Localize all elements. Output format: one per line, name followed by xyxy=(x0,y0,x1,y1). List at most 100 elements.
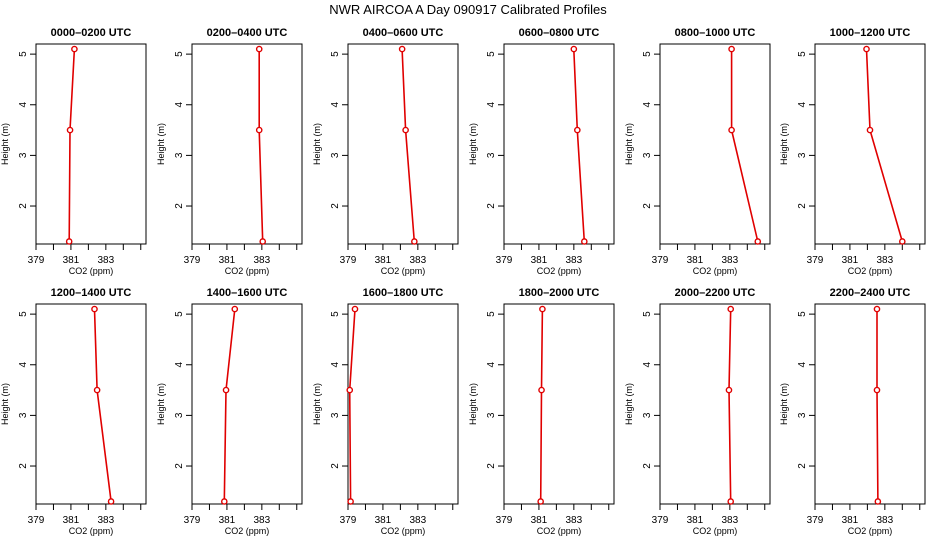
y-tick-label: 3 xyxy=(797,152,808,158)
x-tick-label: 383 xyxy=(253,515,270,526)
y-tick-label: 5 xyxy=(174,311,185,317)
y-tick-label: 5 xyxy=(486,51,497,57)
data-point xyxy=(727,305,735,313)
plot-frame xyxy=(35,43,147,245)
y-tick-label: 3 xyxy=(330,152,341,158)
figure-title: NWR AIRCOA A Day 090917 Calibrated Profi… xyxy=(329,2,607,17)
plot-frame xyxy=(35,303,147,505)
plot-frame xyxy=(191,43,303,245)
x-tick-label: 381 xyxy=(375,255,392,266)
data-point xyxy=(537,498,544,505)
series-line xyxy=(539,309,544,502)
x-tick-label: 379 xyxy=(28,255,45,266)
y-tick-label: 4 xyxy=(174,102,185,108)
x-axis-label: CO2 (ppm) xyxy=(381,266,426,276)
y-axis-label: Height (m) xyxy=(156,123,166,165)
x-tick-label: 383 xyxy=(565,255,582,266)
y-tick-label: 4 xyxy=(174,362,185,368)
x-tick-label: 383 xyxy=(97,255,114,266)
x-tick-label: 383 xyxy=(721,515,738,526)
plot-frame xyxy=(503,303,615,505)
y-tick-label: 2 xyxy=(330,463,341,469)
y-tick-label: 5 xyxy=(330,311,341,317)
y-axis-label: Height (m) xyxy=(468,383,478,425)
x-axis-label: CO2 (ppm) xyxy=(848,266,893,276)
panel-title: 0400–0600 UTC xyxy=(363,27,444,39)
x-tick-label: 379 xyxy=(652,515,669,526)
y-tick-label: 5 xyxy=(18,311,29,317)
y-axis-label: Height (m) xyxy=(156,383,166,425)
data-point xyxy=(402,126,409,134)
panel-title: 1800–2000 UTC xyxy=(519,287,600,299)
y-axis-label: Height (m) xyxy=(0,383,10,425)
data-point xyxy=(93,386,101,394)
y-tick-label: 3 xyxy=(642,152,653,158)
y-tick-label: 2 xyxy=(642,203,653,209)
y-tick-label: 2 xyxy=(486,203,497,209)
data-point xyxy=(754,238,762,245)
data-point xyxy=(574,126,581,134)
y-tick-label: 4 xyxy=(330,362,341,368)
x-tick-label: 379 xyxy=(807,515,824,526)
plot-frame xyxy=(191,303,303,505)
x-axis-label: CO2 (ppm) xyxy=(225,526,270,536)
y-tick-label: 4 xyxy=(642,362,653,368)
series-line xyxy=(401,49,416,242)
y-tick-label: 2 xyxy=(18,203,29,209)
data-point xyxy=(255,45,263,53)
y-tick-label: 3 xyxy=(330,412,341,418)
series-line xyxy=(865,49,904,242)
y-tick-label: 5 xyxy=(18,51,29,57)
plot-frame xyxy=(814,303,926,505)
data-point xyxy=(66,126,74,134)
x-axis-label: CO2 (ppm) xyxy=(693,526,738,536)
y-axis-label: Height (m) xyxy=(779,123,789,165)
panel-title: 1600–1800 UTC xyxy=(363,287,444,299)
data-point xyxy=(221,498,228,505)
x-tick-label: 381 xyxy=(842,515,859,526)
data-point xyxy=(570,45,578,53)
series-line xyxy=(258,49,264,242)
x-tick-label: 379 xyxy=(340,255,357,266)
x-tick-label: 381 xyxy=(219,515,236,526)
plot-frame xyxy=(659,303,771,505)
x-tick-label: 383 xyxy=(876,515,893,526)
data-point xyxy=(91,305,98,313)
data-point xyxy=(107,498,115,505)
data-point xyxy=(259,238,267,245)
series-line xyxy=(348,309,356,502)
plot-frame xyxy=(659,43,771,245)
x-tick-label: 383 xyxy=(97,515,114,526)
y-tick-label: 3 xyxy=(174,152,185,158)
x-tick-label: 379 xyxy=(496,515,513,526)
x-tick-label: 383 xyxy=(565,515,582,526)
data-point xyxy=(874,498,882,505)
panel: 1400–1600 UTC 379 381 383 2 3 4 5 CO2 (ppm) Heigh… xyxy=(156,287,303,536)
x-tick-label: 381 xyxy=(531,515,548,526)
x-tick-label: 381 xyxy=(375,515,392,526)
y-tick-label: 5 xyxy=(642,51,653,57)
panel: 2000–2200 UTC 379 381 383 2 3 4 5 CO2 (ppm) Heigh… xyxy=(624,287,771,536)
x-tick-label: 381 xyxy=(531,255,548,266)
panel: 1800–2000 UTC 379 381 383 2 3 4 5 CO2 (ppm) Heigh… xyxy=(468,287,615,536)
panel: 0800–1000 UTC 379 381 383 2 3 4 5 CO2 (ppm) Heigh… xyxy=(624,27,771,276)
y-tick-label: 4 xyxy=(797,102,808,108)
y-axis-label: Height (m) xyxy=(779,383,789,425)
series-line xyxy=(573,49,586,242)
y-axis-label: Height (m) xyxy=(624,123,634,165)
data-point xyxy=(539,305,546,313)
x-tick-label: 381 xyxy=(63,255,80,266)
panel-title: 1400–1600 UTC xyxy=(207,287,288,299)
series-line xyxy=(223,309,236,502)
y-tick-label: 3 xyxy=(18,412,29,418)
series-line xyxy=(68,49,76,242)
y-tick-label: 4 xyxy=(642,102,653,108)
panel-title: 2000–2200 UTC xyxy=(675,287,756,299)
x-tick-label: 383 xyxy=(876,255,893,266)
y-tick-label: 3 xyxy=(18,152,29,158)
y-tick-label: 3 xyxy=(486,152,497,158)
x-axis-label: CO2 (ppm) xyxy=(537,266,582,276)
x-axis-label: CO2 (ppm) xyxy=(69,266,114,276)
